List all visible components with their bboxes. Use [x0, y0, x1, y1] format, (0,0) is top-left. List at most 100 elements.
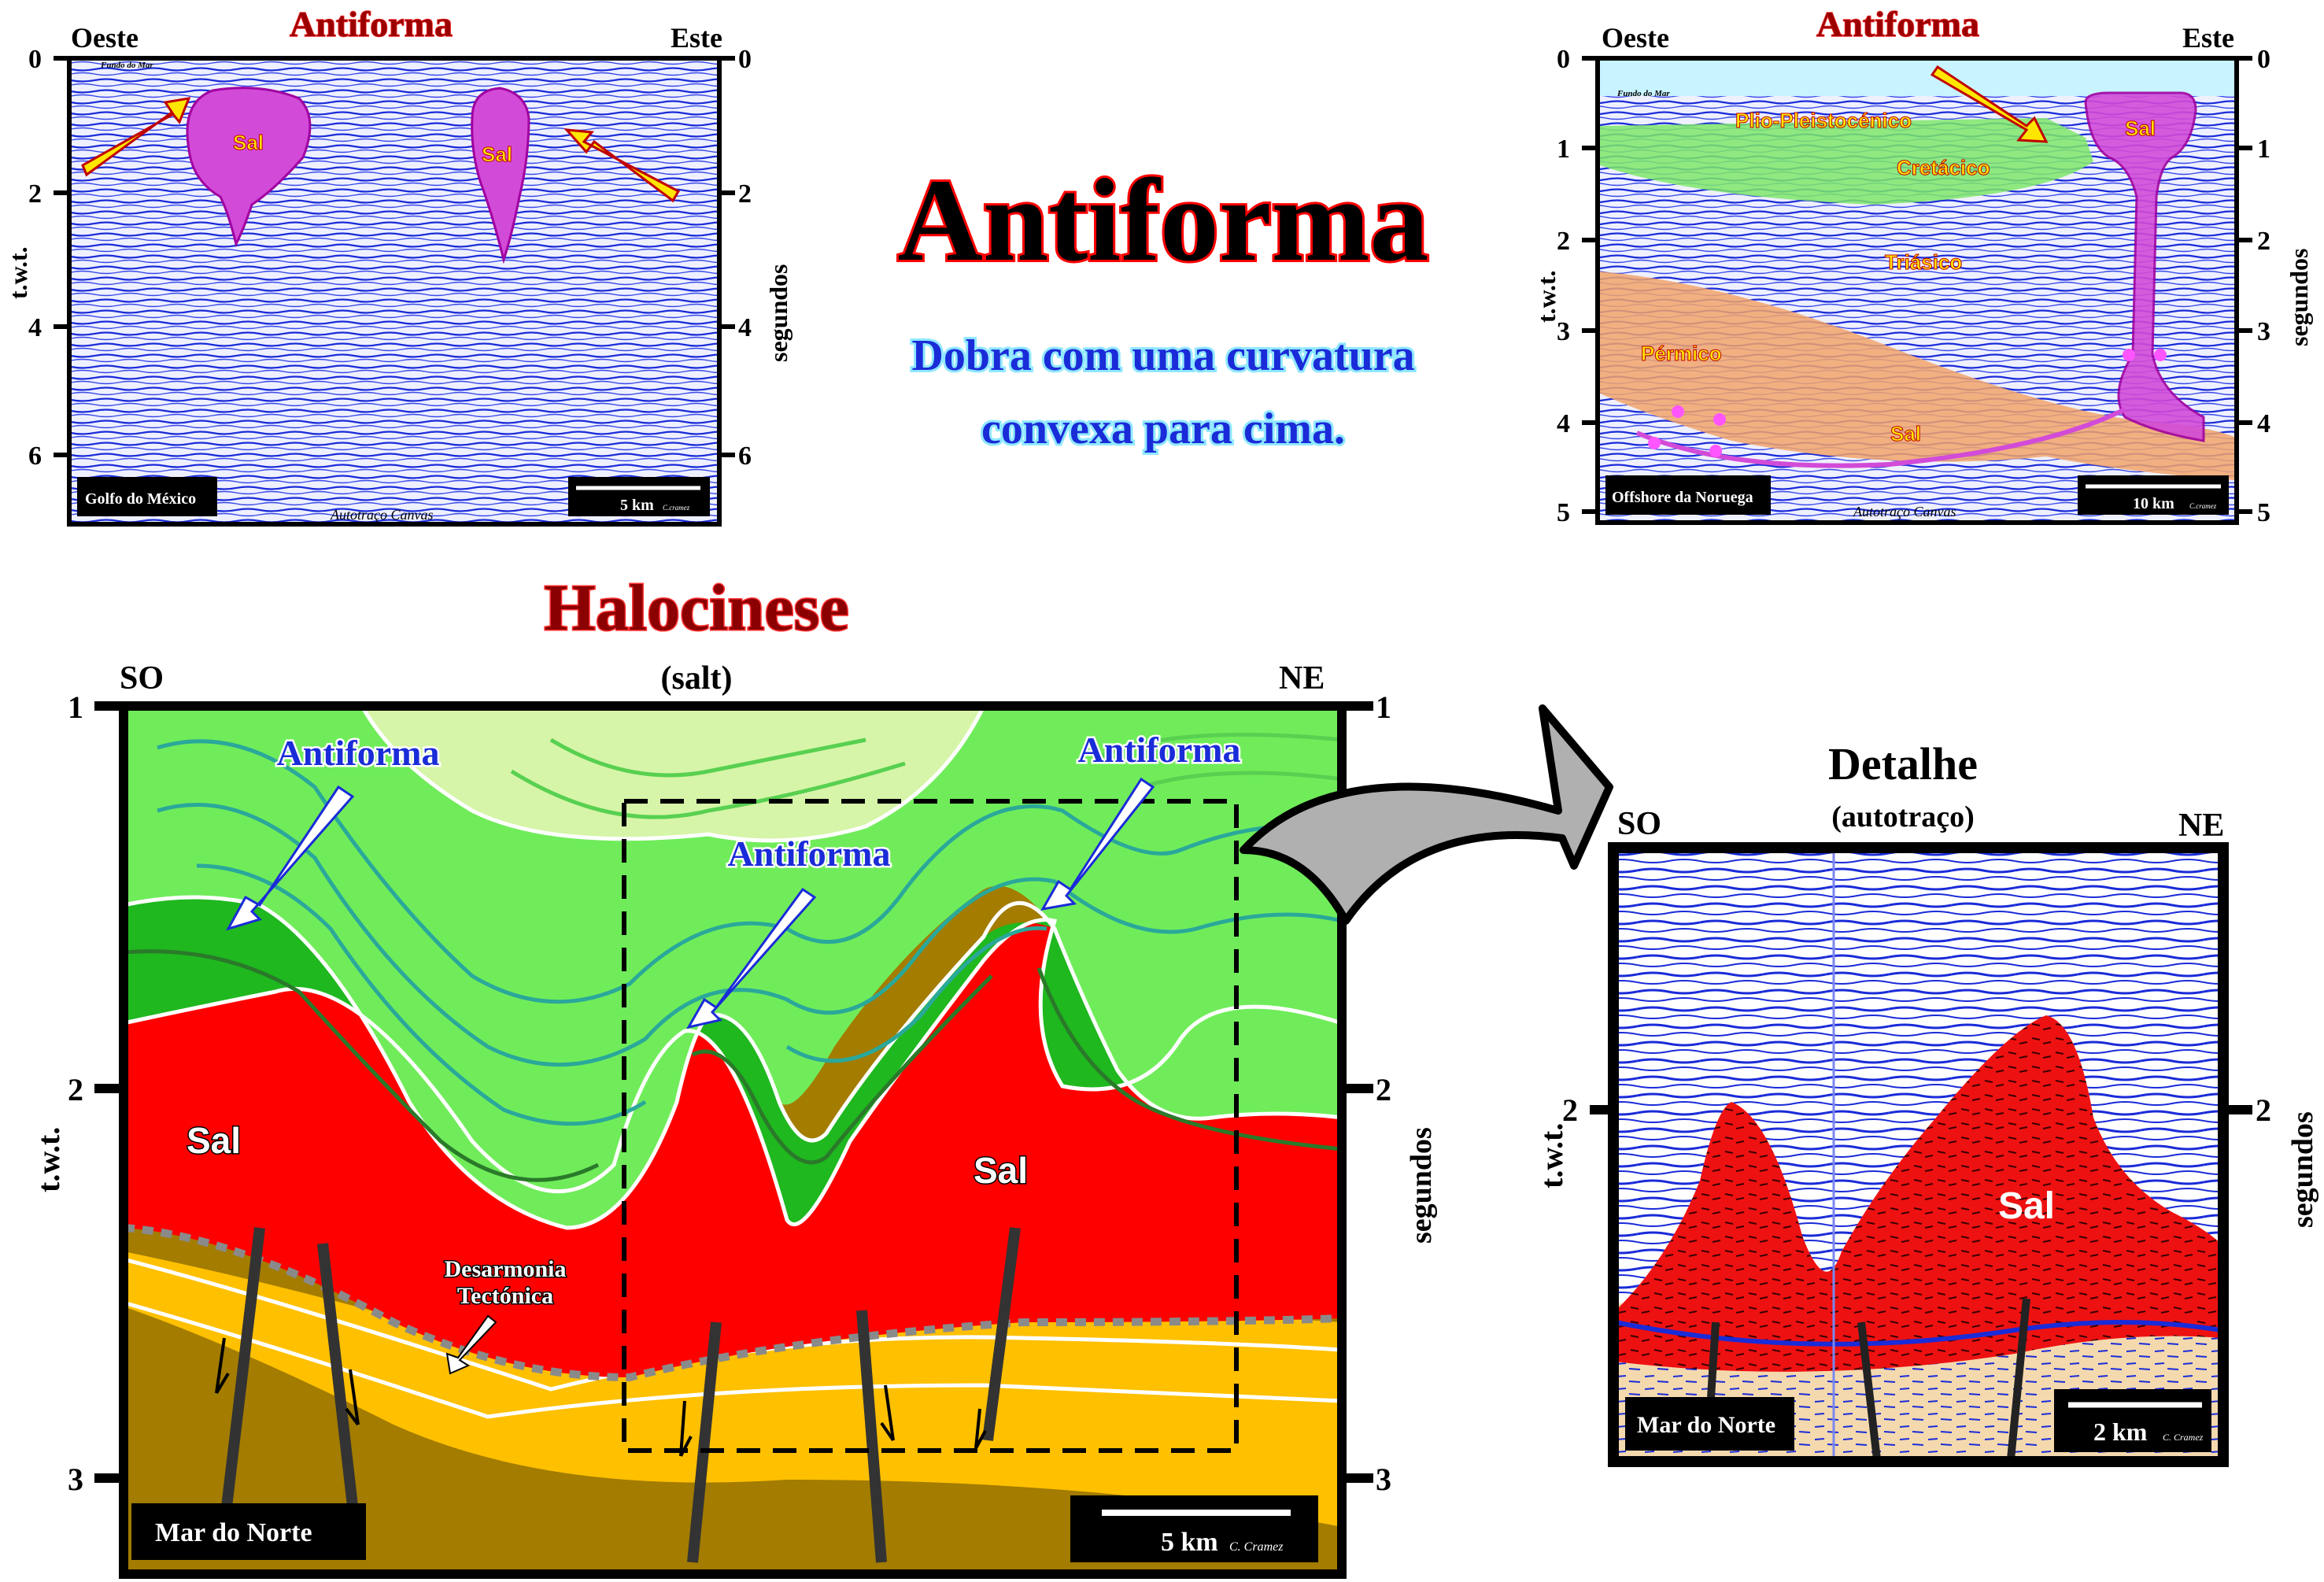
gulf-tick-left-2: 4	[28, 313, 42, 342]
halokinesis-mid-green-layer	[124, 706, 1342, 1228]
panel-detail: Detalhe (autotraço) SO NE Sal Mar do Nor…	[1534, 738, 2319, 1467]
detail-axis-left: 2 t.w.t.	[1534, 1092, 1613, 1188]
norway-axis-right: 0 1 2 3 4 5 segundos	[2237, 45, 2313, 527]
halokinesis-axis-left: 1 2 3 t.w.t.	[31, 689, 124, 1497]
detail-pointer-arrow	[1240, 704, 1613, 925]
halokinesis-axis-left-label: t.w.t.	[31, 1127, 66, 1192]
halokinesis-salt-right-label: Sal	[974, 1150, 1028, 1191]
gulf-salt-right	[471, 87, 530, 264]
norway-axis-left-label: t.w.t.	[1532, 270, 1561, 323]
norway-pillow-dot	[1648, 437, 1661, 449]
gulf-tick-left-0: 0	[28, 45, 42, 74]
halokinesis-fault	[219, 1227, 265, 1528]
gulf-credit: C.cramez	[663, 504, 690, 512]
halokinesis-tick-right-0: 1	[1376, 689, 1391, 725]
norway-pillow-dot	[2154, 349, 2167, 361]
gulf-salt-left-label: Sal	[233, 131, 264, 154]
main-title: Antiforma	[898, 155, 1429, 286]
norway-location-box	[1605, 475, 1771, 515]
halokinesis-axis-right: 1 2 3 segundos	[1342, 689, 1438, 1497]
definition-line-2: convexa para cima.	[981, 405, 1345, 453]
panel-gulf: Oeste Este Antiforma Sal Sal Fundo do Ma…	[4, 3, 793, 527]
norway-tick-right-3: 3	[2257, 317, 2270, 346]
norway-salt-bottom-label: Sal	[1890, 422, 1921, 445]
disharmony-arrow	[445, 1314, 497, 1375]
norway-tick-left-2: 2	[1557, 227, 1570, 256]
gulf-scale-box	[568, 477, 710, 516]
norway-arrow	[1930, 65, 2049, 143]
norway-salt-diapir	[2084, 91, 2205, 442]
norway-tick-left-0: 0	[1557, 45, 1570, 74]
norway-pillow-dot	[1713, 413, 1726, 426]
gulf-axis-left-label: t.w.t.	[4, 246, 32, 299]
gulf-tick-left-3: 6	[28, 442, 42, 471]
halokinesis-salt-left-label: Sal	[187, 1120, 241, 1161]
detail-title: Detalhe	[1828, 738, 1978, 789]
gulf-axis-left: 0 2 4 6 t.w.t.	[4, 45, 69, 471]
antiform-label-left: Antiforma	[277, 733, 440, 773]
detail-scale-label: 2 km	[2093, 1418, 2148, 1446]
antiform-label-right: Antiforma	[1078, 730, 1241, 770]
norway-tick-right-1: 1	[2257, 135, 2270, 164]
detail-tick-left: 2	[1562, 1092, 1578, 1128]
antiform-arrow-right	[1040, 777, 1155, 911]
norway-pillow-dot	[1709, 445, 1722, 457]
halokinesis-fault	[687, 1321, 722, 1563]
norway-salt-layer	[1635, 407, 2126, 468]
gulf-location-label: Golfo do México	[85, 490, 196, 508]
halokinesis-tick-right-2: 3	[1376, 1462, 1391, 1497]
norway-scale-box	[2078, 475, 2229, 515]
halokinesis-tick-right-1: 2	[1376, 1072, 1391, 1107]
detail-ne-label: NE	[2178, 808, 2224, 844]
norway-location-label: Offshore da Noruega	[1612, 489, 1753, 506]
disharmony-line-1: Desarmonia	[445, 1256, 567, 1282]
panel-norway: Oeste Este Antiforma Plio-Pleistocénico …	[1532, 3, 2313, 527]
gulf-tick-left-1: 2	[28, 179, 42, 209]
gulf-salt-right-label: Sal	[482, 142, 512, 166]
definition-line-1: Dobra com uma curvatura	[911, 331, 1414, 380]
halokinesis-location-label: Mar do Norte	[155, 1518, 312, 1547]
gulf-title: Antiforma	[290, 4, 453, 44]
norway-tick-left-5: 5	[1557, 498, 1570, 527]
norway-unit-plio: Plio-Pleistocénico	[1735, 109, 1912, 132]
norway-title: Antiforma	[1816, 4, 1979, 44]
antiform-label-center: Antiforma	[728, 834, 891, 874]
halokinesis-axis-right-label: segundos	[1405, 1127, 1438, 1244]
halokinesis-salt-body	[124, 919, 1342, 1377]
detail-axis-right-label: segundos	[2286, 1111, 2319, 1228]
norway-credit: C.cramez	[2189, 502, 2217, 510]
halokinesis-fault	[982, 1227, 1021, 1441]
gulf-salt-left	[186, 87, 312, 248]
detail-axis-left-label: t.w.t.	[1534, 1123, 1569, 1188]
halokinesis-section	[123, 704, 1343, 1574]
halokinesis-subtitle: (salt)	[661, 660, 733, 697]
norway-footer: Autotraço Canvas	[1853, 504, 1956, 519]
detail-fault	[2007, 1298, 2030, 1460]
gulf-west-label: Oeste	[71, 22, 139, 54]
norway-water-layer	[1600, 61, 2234, 96]
norway-scale-label: 10 km	[2133, 495, 2174, 512]
detail-axis-right: 2 segundos	[2223, 1092, 2319, 1228]
halokinesis-scale-label: 5 km	[1161, 1528, 1218, 1557]
gulf-tick-right-0: 0	[738, 45, 752, 74]
halokinesis-location-box	[131, 1503, 366, 1560]
gulf-footer: Autotraço Canvas	[330, 507, 434, 523]
norway-west-label: Oeste	[1602, 22, 1669, 54]
detail-scale-box	[2054, 1389, 2211, 1452]
detail-credit: C. Cramez	[2163, 1432, 2204, 1443]
detail-location-box	[1625, 1397, 1794, 1451]
gulf-east-label: Este	[671, 22, 722, 54]
norway-tick-left-1: 1	[1557, 135, 1570, 164]
halokinesis-dark-green-layer	[124, 897, 1342, 1228]
gulf-axis-right: 0 2 4 6 segundos	[719, 45, 793, 471]
gulf-axis-right-label: segundos	[764, 264, 793, 363]
norway-pillow-dot	[2123, 349, 2135, 361]
norway-unit-permian: Pérmico	[1641, 342, 1722, 365]
gulf-seabed-label: Fundo do Mar	[100, 61, 153, 70]
norway-tick-right-2: 2	[2257, 227, 2270, 256]
detail-salt-label: Sal	[1998, 1185, 2055, 1227]
norway-east-label: Este	[2182, 22, 2234, 54]
norway-unit-cretaceous: Cretácico	[1897, 156, 1990, 179]
norway-pillow-dot	[1672, 405, 1684, 418]
